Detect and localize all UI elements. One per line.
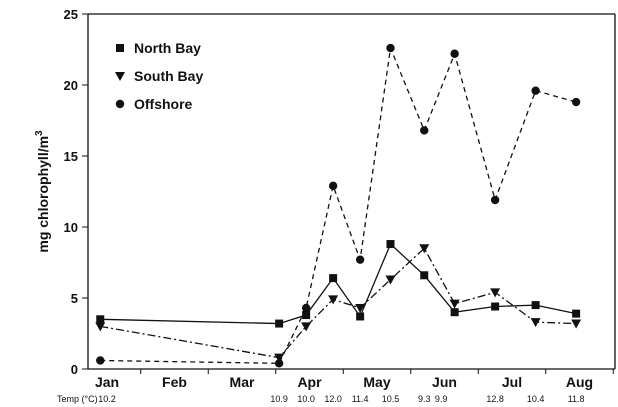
data-point — [328, 181, 338, 191]
x-tick-label: Jan — [95, 374, 119, 390]
y-tick-label: 10 — [64, 220, 78, 235]
data-point — [420, 126, 429, 135]
x-tick-label: Apr — [297, 374, 322, 390]
y-tick-label: 5 — [71, 291, 78, 306]
data-point — [356, 312, 365, 321]
y-axis-label: mg chlorophyll/m3 — [34, 130, 51, 253]
y-tick-label: 0 — [71, 362, 78, 377]
data-point — [96, 315, 105, 324]
temp-value: 10.9 — [270, 394, 288, 404]
temp-row-label: Temp (°C) — [57, 394, 98, 404]
data-point — [420, 271, 429, 280]
legend-label: North Bay — [134, 40, 201, 56]
x-tick-label: Aug — [566, 374, 593, 390]
temp-value: 11.4 — [352, 394, 369, 404]
data-point — [491, 302, 500, 311]
data-point — [96, 356, 105, 365]
data-point — [531, 301, 540, 310]
temp-value: 9.3 — [418, 394, 431, 404]
data-point — [490, 195, 500, 205]
data-point — [386, 43, 395, 53]
data-point — [274, 353, 285, 363]
temp-value: 10.2 — [98, 394, 116, 404]
legend-marker — [115, 99, 125, 109]
data-point — [572, 309, 581, 318]
x-tick-label: Jul — [502, 374, 522, 390]
axes: 0 5 10 15 20 25 Jan Feb Mar Apr May Jun Jul Aug mg chl… — [34, 7, 616, 390]
temperature-row: Temp (°C) 10.2 10.9 10.0 12.0 11.4 10.5 9.3 9.9 1… — [57, 394, 585, 404]
series-north-bay — [96, 240, 581, 328]
x-tick-label: Mar — [230, 374, 255, 390]
data-point — [419, 244, 430, 254]
data-point — [386, 240, 395, 249]
data-point — [275, 319, 284, 328]
y-tick-label: 20 — [64, 78, 78, 93]
data-point — [329, 274, 338, 283]
x-tick-label: May — [363, 374, 390, 390]
legend-marker — [116, 44, 124, 52]
temp-value: 12.0 — [324, 394, 342, 404]
data-point — [449, 299, 460, 309]
data-point — [385, 275, 396, 285]
data-point — [355, 255, 365, 264]
legend-marker — [115, 72, 125, 81]
data-point — [328, 295, 339, 305]
series-line — [100, 242, 577, 325]
data-point — [531, 86, 540, 95]
temp-value: 11.8 — [568, 394, 585, 404]
data-point — [355, 303, 366, 313]
temp-value: 12.8 — [486, 394, 504, 404]
y-axis-label-text: mg chlorophyll/m — [35, 136, 51, 253]
legend-label: South Bay — [134, 68, 203, 84]
data-point — [302, 311, 311, 320]
data-point — [301, 322, 312, 332]
series-group — [95, 43, 582, 368]
y-tick-label: 25 — [64, 7, 78, 22]
legend-item: North Bay — [116, 40, 201, 56]
temp-value: 10.5 — [382, 394, 400, 404]
legend-item: South Bay — [115, 68, 203, 84]
series-south-bay — [95, 244, 582, 363]
legend-item: Offshore — [115, 96, 193, 112]
data-point — [571, 319, 582, 329]
temp-value: 9.9 — [435, 394, 448, 404]
x-tick-label: Feb — [162, 374, 187, 390]
data-point — [274, 359, 284, 368]
series-offshore — [96, 43, 581, 368]
y-axis-label-superscript: 3 — [34, 130, 45, 136]
data-point — [450, 308, 459, 317]
data-point — [571, 97, 581, 107]
series-line — [100, 247, 577, 359]
legend: North Bay South Bay Offshore — [115, 40, 203, 112]
y-tick-label: 15 — [64, 149, 78, 164]
data-point — [490, 288, 501, 298]
data-point — [450, 49, 459, 58]
temp-value: 10.0 — [297, 394, 315, 404]
data-point — [530, 318, 541, 328]
legend-label: Offshore — [134, 96, 193, 112]
temp-value: 10.4 — [527, 394, 545, 404]
data-point — [95, 322, 106, 332]
x-tick-label: Jun — [432, 374, 457, 390]
data-point — [301, 303, 311, 313]
